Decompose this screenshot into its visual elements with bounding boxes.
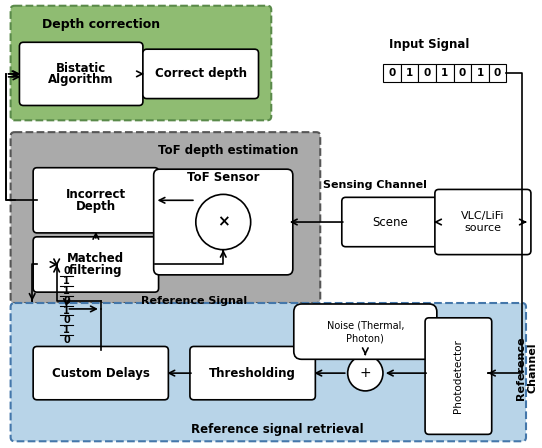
Text: ToF depth estimation: ToF depth estimation xyxy=(158,144,298,157)
Bar xyxy=(436,64,454,82)
FancyBboxPatch shape xyxy=(154,169,293,275)
FancyBboxPatch shape xyxy=(33,237,159,292)
Text: Incorrect: Incorrect xyxy=(66,188,126,201)
Bar xyxy=(418,64,436,82)
FancyBboxPatch shape xyxy=(425,318,492,435)
Circle shape xyxy=(347,355,383,391)
Text: 0: 0 xyxy=(423,68,431,78)
FancyBboxPatch shape xyxy=(190,346,315,400)
Text: 1: 1 xyxy=(63,276,70,286)
FancyBboxPatch shape xyxy=(11,303,526,441)
Text: 1: 1 xyxy=(63,306,70,315)
FancyBboxPatch shape xyxy=(294,304,437,359)
Text: Noise (Thermal,: Noise (Thermal, xyxy=(327,321,404,331)
Text: Custom Delays: Custom Delays xyxy=(52,366,150,379)
Text: Reference signal retrieval: Reference signal retrieval xyxy=(191,423,364,436)
Bar xyxy=(454,64,471,82)
Text: Depth: Depth xyxy=(76,200,116,213)
Text: Bistatic: Bistatic xyxy=(56,61,106,74)
Text: filtering: filtering xyxy=(69,264,122,277)
FancyBboxPatch shape xyxy=(143,49,259,99)
Text: 1: 1 xyxy=(63,286,70,296)
Text: VLC/LiFi: VLC/LiFi xyxy=(461,211,505,221)
Text: Reference
Channel: Reference Channel xyxy=(516,336,538,400)
Text: 0: 0 xyxy=(494,68,501,78)
Text: 0: 0 xyxy=(459,68,466,78)
FancyBboxPatch shape xyxy=(33,168,159,233)
Text: Input Signal: Input Signal xyxy=(389,38,469,51)
FancyBboxPatch shape xyxy=(20,42,143,105)
Text: Photon): Photon) xyxy=(346,334,384,344)
Text: Algorithm: Algorithm xyxy=(48,73,114,86)
FancyBboxPatch shape xyxy=(11,6,271,121)
Bar xyxy=(383,64,401,82)
Text: ×: × xyxy=(217,215,230,229)
Text: 0: 0 xyxy=(63,267,70,276)
Text: 0: 0 xyxy=(388,68,396,78)
Text: 0: 0 xyxy=(63,335,70,345)
FancyBboxPatch shape xyxy=(342,197,438,247)
Bar xyxy=(489,64,506,82)
Text: ToF Sensor: ToF Sensor xyxy=(187,171,260,184)
Text: 0: 0 xyxy=(63,296,70,306)
Circle shape xyxy=(196,194,251,250)
Text: 1: 1 xyxy=(441,68,448,78)
Text: 0: 0 xyxy=(63,315,70,325)
Text: 1: 1 xyxy=(476,68,483,78)
Text: Thresholding: Thresholding xyxy=(209,366,296,379)
FancyBboxPatch shape xyxy=(11,132,320,303)
FancyBboxPatch shape xyxy=(33,346,169,400)
Text: Depth correction: Depth correction xyxy=(42,18,160,31)
Text: Matched: Matched xyxy=(67,252,125,265)
Text: Scene: Scene xyxy=(372,215,408,228)
Text: Reference Signal: Reference Signal xyxy=(141,296,247,306)
FancyBboxPatch shape xyxy=(435,190,531,254)
Text: source: source xyxy=(464,223,501,233)
Text: Sensing Channel: Sensing Channel xyxy=(323,181,427,190)
Text: +: + xyxy=(359,366,371,380)
Bar xyxy=(401,64,418,82)
Text: 1: 1 xyxy=(406,68,413,78)
Text: Correct depth: Correct depth xyxy=(154,67,247,80)
Text: 1: 1 xyxy=(63,325,70,335)
Bar xyxy=(471,64,489,82)
Text: Photodetector: Photodetector xyxy=(454,339,463,413)
